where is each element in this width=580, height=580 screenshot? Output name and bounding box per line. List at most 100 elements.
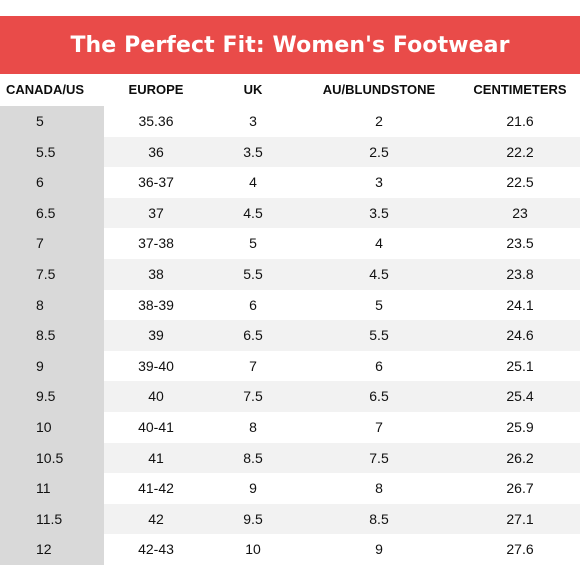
table-row: 6 36-37 4 3 22.5 [0,167,580,198]
cell-centimeters: 23 [512,204,528,221]
cell-centimeters: 25.1 [506,357,534,374]
cell-canada-us: 10 [36,419,52,435]
cell-uk: 8 [249,419,257,435]
cell-centimeters: 26.2 [506,449,534,466]
chart-title: The Perfect Fit: Women's Footwear [70,32,510,58]
cell-canada-us: 10.5 [36,449,64,466]
row-shade [104,320,580,351]
cell-europe: 41-42 [138,480,174,497]
cell-au-blundstone: 2.5 [369,143,389,160]
cell-au-blundstone: 3.5 [369,204,389,221]
cell-centimeters: 23.8 [506,266,534,282]
cell-au-blundstone: 4.5 [369,266,389,282]
column-header-uk: UK [243,82,263,97]
row-shade [104,197,580,229]
table-row: 5.5 36 3.5 2.5 22.2 [0,136,580,168]
row-shade [104,136,580,168]
cell-uk: 5 [249,235,257,252]
cell-centimeters: 25.9 [506,419,534,435]
cell-europe: 40 [148,388,164,405]
table-row: 8 38-39 6 5 24.1 [0,290,580,321]
cell-centimeters: 24.6 [506,327,534,344]
cell-europe: 35.36 [138,113,174,129]
cell-canada-us: 8 [36,296,44,313]
first-column-band [0,106,104,565]
table-row: 12 42-43 10 9 27.6 [0,534,580,565]
column-header-centimeters: CENTIMETERS [473,82,567,97]
cell-uk: 3 [249,113,257,129]
cell-uk: 3.5 [243,143,263,160]
cell-au-blundstone: 3 [375,174,383,191]
table-header-row: CANADA/US EUROPE UK AU/BLUNDSTONE CENTIM… [0,74,580,106]
table-row: 10.5 41 8.5 7.5 26.2 [0,442,580,474]
cell-europe: 36-37 [138,174,174,191]
table-row: 11.5 42 9.5 8.5 27.1 [0,503,580,535]
cell-centimeters: 22.5 [506,174,534,191]
cell-uk: 9 [249,480,257,497]
cell-au-blundstone: 5 [375,296,383,313]
cell-uk: 6 [249,296,257,313]
table-row: 7 37-38 5 4 23.5 [0,228,580,259]
cell-canada-us: 11.5 [36,510,63,527]
table-row: 5 35.36 3 2 21.6 [0,106,580,137]
table-row: 9.5 40 7.5 6.5 25.4 [0,381,580,412]
cell-europe: 39-40 [138,357,174,374]
cell-canada-us: 5.5 [36,143,56,160]
cell-canada-us: 8.5 [36,327,56,344]
cell-europe: 42 [148,510,164,527]
cell-canada-us: 7.5 [36,266,56,282]
table-row: 7.5 38 5.5 4.5 23.8 [0,259,580,290]
cell-centimeters: 21.6 [506,113,534,129]
row-shade [104,259,580,290]
cell-centimeters: 22.2 [506,143,534,160]
column-header-au-blundstone: AU/BLUNDSTONE [322,82,436,97]
cell-centimeters: 23.5 [506,235,534,252]
cell-au-blundstone: 7 [375,419,383,435]
cell-uk: 4.5 [243,204,263,221]
title-band: The Perfect Fit: Women's Footwear [0,16,580,74]
cell-au-blundstone: 6 [375,357,383,374]
cell-canada-us: 9.5 [36,388,56,405]
cell-canada-us: 5 [36,113,44,129]
cell-europe: 38-39 [138,296,174,313]
cell-canada-us: 6.5 [36,204,56,221]
row-shade [104,442,580,474]
cell-europe: 42-43 [138,541,174,558]
cell-au-blundstone: 8 [375,480,383,497]
cell-uk: 4 [249,174,257,191]
cell-uk: 5.5 [243,266,263,282]
cell-centimeters: 27.6 [506,541,534,558]
cell-canada-us: 11 [36,480,51,497]
column-header-europe: EUROPE [128,82,184,97]
cell-uk: 7 [249,357,257,374]
cell-canada-us: 12 [36,541,52,558]
table-row: 11 41-42 9 8 26.7 [0,473,580,504]
cell-europe: 36 [148,143,164,160]
cell-uk: 7.5 [243,388,263,405]
cell-europe: 37 [148,204,164,221]
cell-canada-us: 9 [36,357,44,374]
cell-europe: 41 [148,449,164,466]
cell-uk: 9.5 [243,510,263,527]
cell-europe: 40-41 [138,419,174,435]
cell-europe: 38 [148,266,164,282]
cell-uk: 10 [245,541,261,558]
cell-au-blundstone: 6.5 [369,388,389,405]
cell-uk: 6.5 [243,327,263,344]
cell-centimeters: 27.1 [506,510,534,527]
cell-canada-us: 7 [36,235,44,252]
cell-canada-us: 6 [36,174,44,191]
cell-centimeters: 25.4 [506,388,534,405]
table-row: 6.5 37 4.5 3.5 23 [0,197,580,229]
cell-europe: 37-38 [138,235,174,252]
cell-au-blundstone: 7.5 [369,449,389,466]
table-row: 8.5 39 6.5 5.5 24.6 [0,320,580,351]
cell-au-blundstone: 5.5 [369,327,389,344]
table-row: 9 39-40 7 6 25.1 [0,351,580,382]
row-shade [104,381,580,412]
cell-au-blundstone: 2 [375,113,383,129]
cell-uk: 8.5 [243,449,263,466]
cell-au-blundstone: 9 [375,541,383,558]
cell-au-blundstone: 4 [375,235,383,252]
